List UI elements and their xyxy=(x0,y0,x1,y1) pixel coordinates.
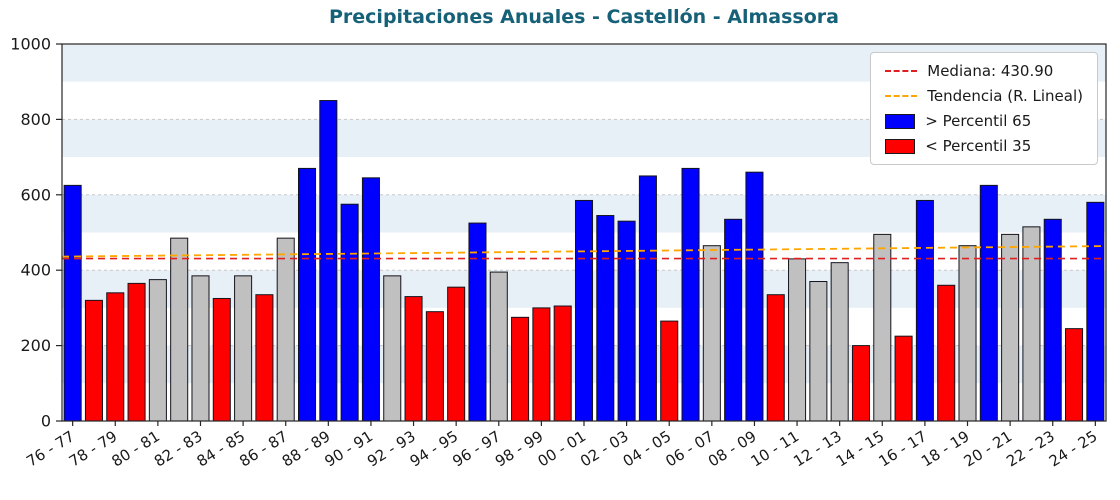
bar-97-98 xyxy=(511,316,530,422)
bar-15-16 xyxy=(894,335,913,422)
bar-08-09 xyxy=(745,171,764,422)
trend-line-icon xyxy=(885,95,918,97)
x-tick-label: 88 - 89 xyxy=(279,427,334,470)
bar-24-25 xyxy=(1086,201,1105,422)
x-tick-label: 98 - 99 xyxy=(492,427,547,470)
x-tick-label: 10 - 11 xyxy=(748,427,803,470)
bar-10-11 xyxy=(788,258,807,422)
bar-92-93 xyxy=(404,296,423,422)
bar-04-05 xyxy=(660,320,679,422)
x-tick-label: 96 - 97 xyxy=(449,427,504,470)
bar-13-14 xyxy=(851,345,871,422)
bar-91-92 xyxy=(383,275,402,422)
bar-17-18 xyxy=(937,284,956,422)
bar-20-21 xyxy=(1001,233,1020,422)
x-tick-label: 84 - 85 xyxy=(194,427,249,470)
y-tick-label: 1000 xyxy=(10,35,51,54)
bar-18-19 xyxy=(958,245,977,422)
bar-19-20 xyxy=(979,184,998,422)
x-tick-label: 80 - 81 xyxy=(108,427,163,470)
bar-90-91 xyxy=(361,177,380,422)
y-tick-label: 200 xyxy=(20,336,51,355)
bar-99-00 xyxy=(553,305,572,422)
x-tick-label: 92 - 93 xyxy=(364,427,419,470)
x-tick-label: 24 - 25 xyxy=(1046,427,1101,470)
legend-box: Mediana: 430.90 Tendencia (R. Lineal) > … xyxy=(870,52,1098,165)
x-tick-label: 04 - 05 xyxy=(620,427,675,470)
y-tick-label: 0 xyxy=(41,412,51,431)
bar-86-87 xyxy=(276,237,295,422)
bar-23-24 xyxy=(1065,328,1084,422)
x-tick-label: 90 - 91 xyxy=(321,427,376,470)
x-tick-label: 00 - 01 xyxy=(535,427,590,470)
bar-83-84 xyxy=(212,297,231,422)
bar-93-94 xyxy=(425,311,444,422)
legend-low-label: < Percentil 35 xyxy=(925,137,1032,155)
x-tick-label: 82 - 83 xyxy=(151,427,206,470)
legend-item-percentile-low: < Percentil 35 xyxy=(885,137,1083,155)
blue-swatch-icon xyxy=(885,113,916,129)
bar-78-79 xyxy=(106,292,125,422)
x-tick-label: 14 - 15 xyxy=(833,427,888,470)
x-tick-label: 08 - 09 xyxy=(705,427,760,470)
bar-21-22 xyxy=(1022,226,1041,422)
bar-85-86 xyxy=(255,294,274,422)
bar-01-02 xyxy=(596,215,615,422)
bar-82-83 xyxy=(191,275,210,422)
x-tick-label: 78 - 79 xyxy=(66,427,121,470)
bar-09-10 xyxy=(766,294,785,422)
x-tick-label: 76 - 77 xyxy=(23,427,78,470)
bar-88-89 xyxy=(319,100,338,422)
y-tick-label: 400 xyxy=(20,261,51,280)
x-tick-label: 16 - 17 xyxy=(875,427,930,470)
bar-79-80 xyxy=(127,282,146,422)
x-tick-label: 22 - 23 xyxy=(1003,427,1058,470)
bar-16-17 xyxy=(915,199,934,422)
bar-14-15 xyxy=(873,233,892,422)
y-tick-label: 600 xyxy=(20,185,51,204)
bar-98-99 xyxy=(532,307,551,422)
bar-06-07 xyxy=(702,245,721,422)
bar-84-85 xyxy=(234,275,253,422)
x-tick-label: 18 - 19 xyxy=(918,427,973,470)
chart-title: Precipitaciones Anuales - Castellón - Al… xyxy=(328,6,839,28)
legend-item-median: Mediana: 430.90 xyxy=(885,62,1083,80)
x-tick-label: 86 - 87 xyxy=(236,427,291,470)
bar-12-13 xyxy=(830,262,849,422)
x-tick-label: 94 - 95 xyxy=(407,427,462,470)
bar-81-82 xyxy=(170,237,189,422)
legend-trend-label: Tendencia (R. Lineal) xyxy=(927,87,1083,105)
bar-05-06 xyxy=(681,167,700,422)
bar-11-12 xyxy=(809,281,828,422)
bar-94-95 xyxy=(447,286,466,422)
median-line-icon xyxy=(885,70,918,72)
legend-high-label: > Percentil 65 xyxy=(925,112,1032,130)
trend-line xyxy=(61,245,1107,258)
legend-item-percentile-high: > Percentil 65 xyxy=(885,112,1083,130)
bar-22-23 xyxy=(1043,218,1062,422)
x-tick-label: 20 - 21 xyxy=(961,427,1016,470)
red-swatch-icon xyxy=(885,138,916,154)
legend-median-label: Mediana: 430.90 xyxy=(927,62,1054,80)
x-tick-label: 06 - 07 xyxy=(662,427,717,470)
bar-96-97 xyxy=(489,271,508,422)
legend-item-trend: Tendencia (R. Lineal) xyxy=(885,87,1083,105)
y-tick-label: 800 xyxy=(20,110,51,129)
bar-87-88 xyxy=(297,167,317,422)
bar-00-01 xyxy=(574,199,594,422)
bar-77-78 xyxy=(84,299,103,422)
bar-76-77 xyxy=(63,184,82,422)
bar-89-90 xyxy=(340,203,359,422)
bar-80-81 xyxy=(148,279,167,422)
x-tick-label: 02 - 03 xyxy=(577,427,632,470)
x-tick-label: 12 - 13 xyxy=(790,427,845,470)
bar-03-04 xyxy=(638,175,657,422)
